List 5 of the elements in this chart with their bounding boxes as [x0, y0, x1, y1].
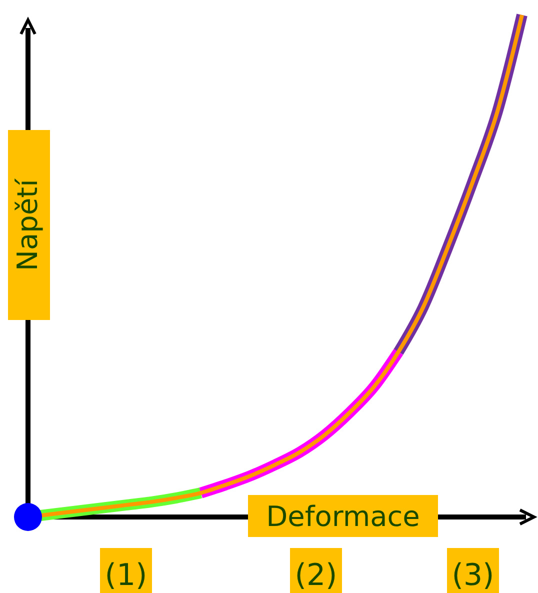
text: (3)	[452, 558, 494, 593]
text: (1)	[104, 558, 148, 593]
text: (2)	[294, 558, 338, 593]
y-axis-title: Napětí	[11, 178, 44, 271]
x-axis-title: Deformace	[266, 500, 420, 533]
